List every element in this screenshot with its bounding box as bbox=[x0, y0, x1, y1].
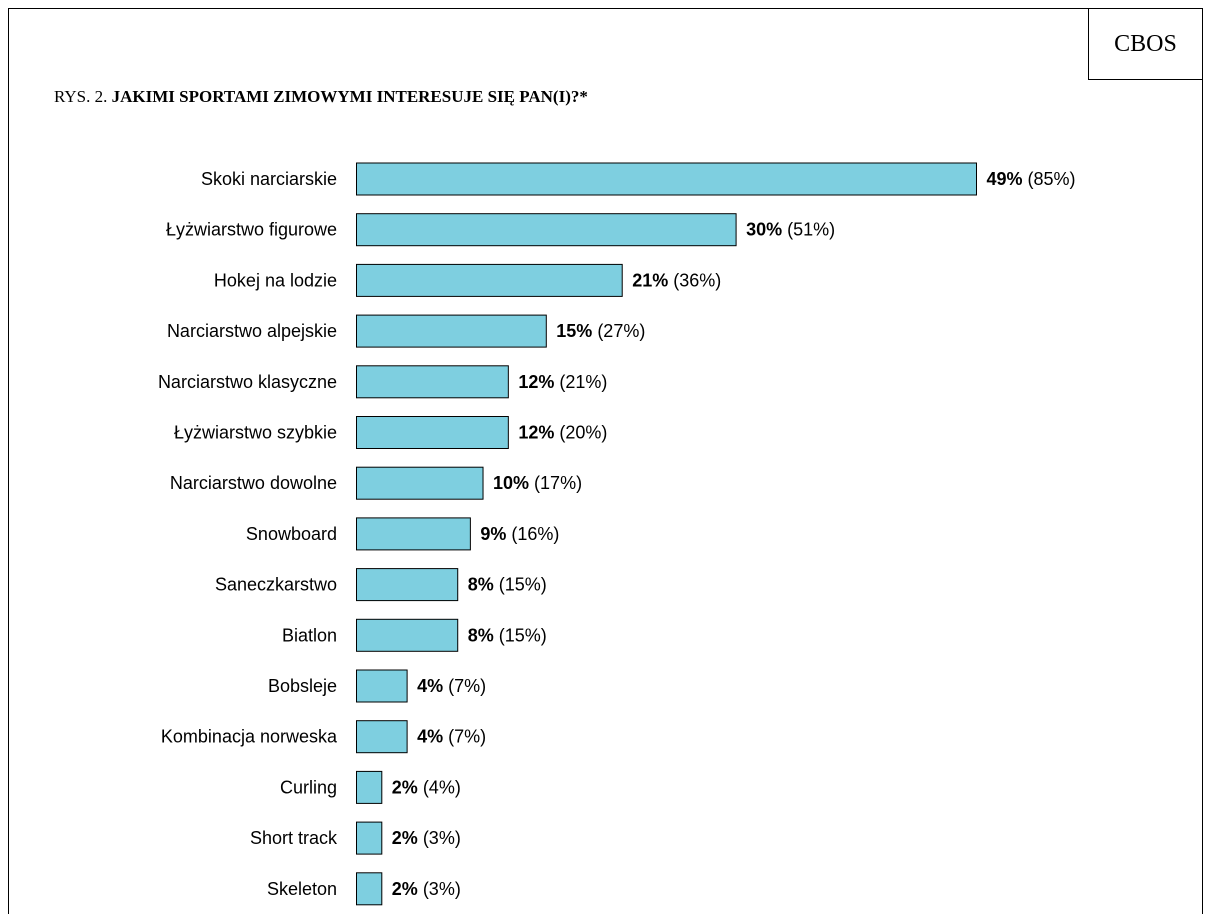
value-label: 21% bbox=[632, 270, 668, 290]
value-label-group: 8% (15%) bbox=[468, 625, 547, 645]
bar bbox=[356, 720, 408, 754]
bar bbox=[356, 618, 459, 652]
category-label: Kombinacja norweska bbox=[161, 727, 338, 747]
bar bbox=[356, 770, 383, 804]
bar bbox=[356, 872, 383, 906]
bar bbox=[356, 466, 484, 500]
value-label: 9% bbox=[480, 524, 506, 544]
secondary-value-label: (36%) bbox=[673, 270, 721, 290]
value-label-group: 2% (4%) bbox=[392, 777, 461, 797]
org-label: CBOS bbox=[1114, 30, 1177, 57]
bar bbox=[356, 263, 623, 297]
bar bbox=[356, 314, 547, 348]
bar bbox=[356, 416, 509, 449]
value-label: 8% bbox=[468, 625, 494, 645]
caption-prefix: RYS. 2. bbox=[54, 87, 112, 106]
category-label: Skeleton bbox=[267, 879, 337, 899]
category-label: Curling bbox=[280, 777, 337, 797]
value-label-group: 4% (7%) bbox=[417, 727, 486, 747]
value-label: 2% bbox=[392, 879, 418, 899]
category-label: Saneczkarstwo bbox=[215, 575, 337, 595]
value-label: 4% bbox=[417, 727, 443, 747]
value-label-group: 49% (85%) bbox=[987, 169, 1076, 189]
value-label: 2% bbox=[392, 828, 418, 848]
bar bbox=[356, 162, 977, 196]
value-label: 10% bbox=[493, 473, 529, 493]
category-label: Short track bbox=[250, 828, 338, 848]
caption-title: JAKIMI SPORTAMI ZIMOWYMI INTERESUJE SIĘ … bbox=[111, 87, 588, 106]
secondary-value-label: (15%) bbox=[499, 575, 547, 595]
figure-frame: CBOS bbox=[8, 8, 1203, 914]
secondary-value-label: (7%) bbox=[448, 727, 486, 747]
value-label-group: 15% (27%) bbox=[556, 321, 645, 341]
value-label: 2% bbox=[392, 777, 418, 797]
secondary-value-label: (20%) bbox=[559, 423, 607, 443]
value-label-group: 9% (16%) bbox=[480, 524, 559, 544]
bar bbox=[356, 213, 737, 247]
value-label: 4% bbox=[417, 676, 443, 696]
secondary-value-label: (3%) bbox=[423, 828, 461, 848]
category-label: Snowboard bbox=[246, 524, 337, 544]
category-label: Skoki narciarskie bbox=[201, 169, 337, 189]
category-label: Łyżwiarstwo figurowe bbox=[166, 220, 337, 240]
value-label-group: 2% (3%) bbox=[392, 879, 461, 899]
category-label: Łyżwiarstwo szybkie bbox=[174, 423, 337, 443]
value-label-group: 30% (51%) bbox=[746, 220, 835, 240]
value-label-group: 4% (7%) bbox=[417, 676, 486, 696]
category-label: Narciarstwo klasyczne bbox=[158, 372, 337, 392]
value-label-group: 12% (21%) bbox=[518, 372, 607, 392]
bar bbox=[356, 669, 408, 703]
value-label-group: 21% (36%) bbox=[632, 270, 721, 290]
value-label-group: 12% (20%) bbox=[518, 423, 607, 443]
value-label: 12% bbox=[518, 372, 554, 392]
bar bbox=[356, 821, 383, 855]
secondary-value-label: (15%) bbox=[499, 625, 547, 645]
value-label: 15% bbox=[556, 321, 592, 341]
category-label: Bobsleje bbox=[268, 676, 337, 696]
category-label: Hokej na lodzie bbox=[214, 270, 337, 290]
org-label-box: CBOS bbox=[1088, 8, 1203, 80]
value-label-group: 8% (15%) bbox=[468, 575, 547, 595]
value-label-group: 10% (17%) bbox=[493, 473, 582, 493]
value-label: 12% bbox=[518, 423, 554, 443]
value-label-group: 2% (3%) bbox=[392, 828, 461, 848]
value-label: 8% bbox=[468, 575, 494, 595]
secondary-value-label: (51%) bbox=[787, 220, 835, 240]
figure-caption: RYS. 2. JAKIMI SPORTAMI ZIMOWYMI INTERES… bbox=[54, 87, 588, 107]
secondary-value-label: (85%) bbox=[1028, 169, 1076, 189]
bar bbox=[356, 568, 459, 602]
category-label: Biatlon bbox=[282, 625, 337, 645]
secondary-value-label: (27%) bbox=[597, 321, 645, 341]
secondary-value-label: (3%) bbox=[423, 879, 461, 899]
bar bbox=[356, 517, 471, 551]
secondary-value-label: (4%) bbox=[423, 777, 461, 797]
category-label: Narciarstwo dowolne bbox=[170, 473, 337, 493]
secondary-value-label: (7%) bbox=[448, 676, 486, 696]
category-label: Narciarstwo alpejskie bbox=[167, 321, 337, 341]
secondary-value-label: (16%) bbox=[511, 524, 559, 544]
value-label: 49% bbox=[987, 169, 1023, 189]
value-label: 30% bbox=[746, 220, 782, 240]
bar bbox=[356, 365, 509, 399]
secondary-value-label: (17%) bbox=[534, 473, 582, 493]
secondary-value-label: (21%) bbox=[559, 372, 607, 392]
